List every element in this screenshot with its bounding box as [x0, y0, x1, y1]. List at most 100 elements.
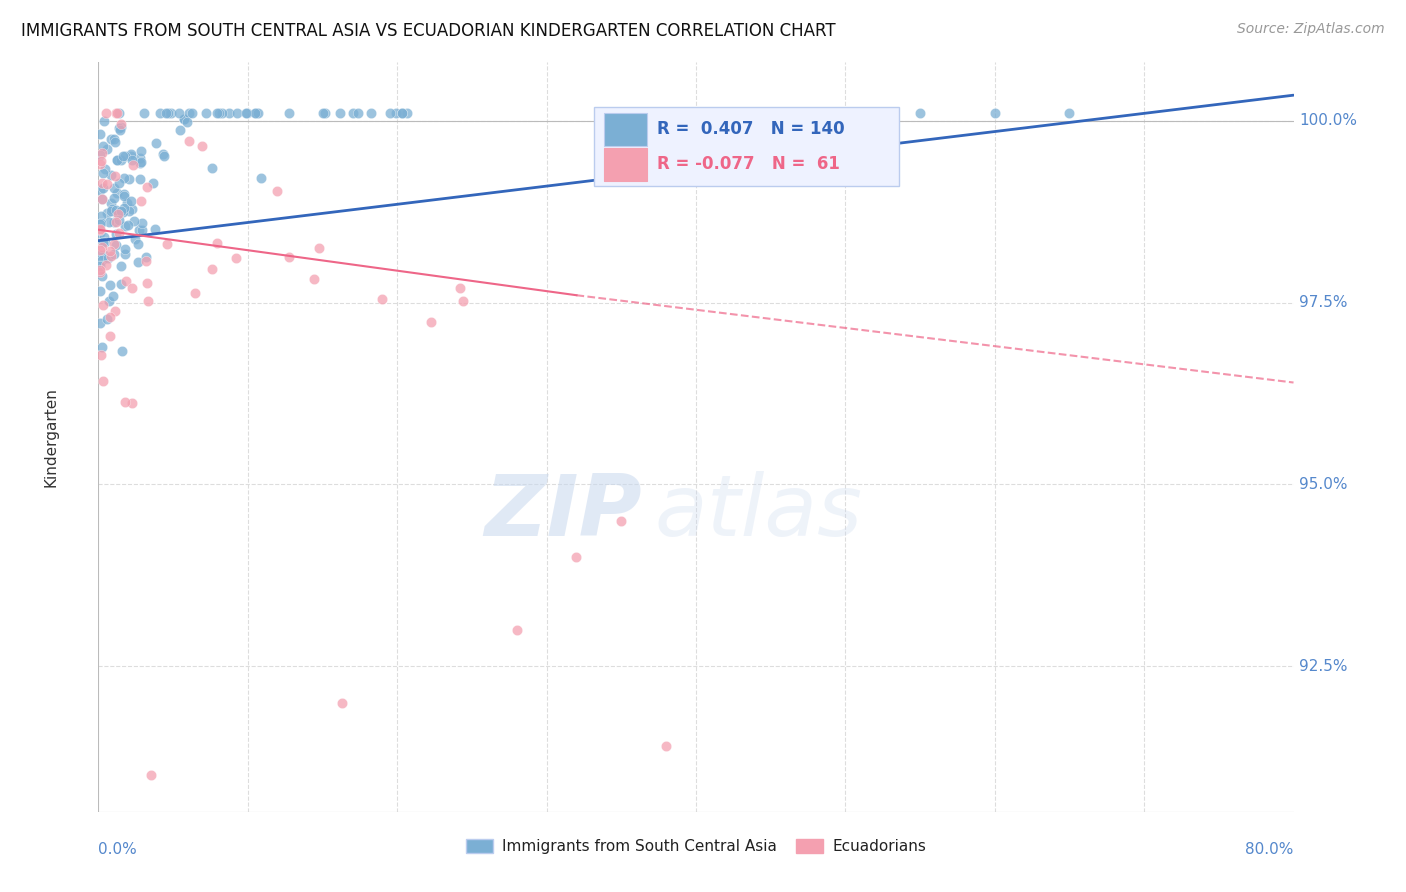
- Point: [245, 106, 267, 120]
- Point: [205, 236, 228, 251]
- Point: [225, 252, 247, 266]
- Point: [385, 106, 408, 120]
- Point: [129, 144, 152, 158]
- Point: [153, 149, 176, 163]
- Point: [278, 106, 301, 120]
- Point: [108, 121, 131, 136]
- Point: [90, 340, 112, 354]
- Point: [115, 196, 138, 211]
- Point: [200, 161, 222, 176]
- Point: [112, 186, 135, 201]
- Point: [98, 244, 121, 258]
- Point: [98, 328, 121, 343]
- Point: [195, 106, 218, 120]
- Point: [139, 768, 162, 782]
- Point: [346, 106, 368, 120]
- Point: [129, 155, 152, 169]
- Point: [135, 276, 157, 290]
- Point: [89, 265, 111, 279]
- Point: [93, 298, 115, 312]
- Point: [89, 217, 111, 231]
- Point: [160, 106, 183, 120]
- Point: [312, 106, 335, 120]
- Point: [91, 235, 114, 250]
- Point: [96, 177, 118, 191]
- Point: [96, 206, 118, 220]
- Point: [98, 310, 121, 324]
- Point: [135, 250, 157, 264]
- Point: [98, 277, 121, 292]
- Point: [111, 344, 134, 359]
- Point: [169, 106, 191, 120]
- Text: IMMIGRANTS FROM SOUTH CENTRAL ASIA VS ECUADORIAN KINDERGARTEN CORRELATION CHART: IMMIGRANTS FROM SOUTH CENTRAL ASIA VS EC…: [21, 22, 835, 40]
- Point: [121, 153, 143, 167]
- Point: [110, 153, 132, 167]
- Point: [93, 114, 115, 128]
- Point: [149, 106, 172, 120]
- Point: [419, 314, 441, 328]
- Text: ZIP: ZIP: [485, 470, 643, 554]
- Point: [391, 106, 413, 120]
- Point: [121, 158, 143, 172]
- Point: [105, 153, 128, 168]
- Point: [117, 218, 139, 232]
- Point: [117, 203, 139, 218]
- Point: [157, 106, 180, 120]
- Point: [112, 201, 135, 215]
- Point: [103, 135, 125, 149]
- Point: [136, 293, 159, 308]
- Point: [124, 232, 146, 246]
- Point: [105, 153, 128, 167]
- Point: [834, 106, 856, 120]
- Point: [685, 106, 707, 120]
- Point: [89, 127, 111, 141]
- Point: [135, 254, 157, 268]
- Point: [98, 215, 121, 229]
- Point: [565, 550, 588, 565]
- Point: [142, 176, 165, 190]
- Point: [100, 249, 122, 263]
- FancyBboxPatch shape: [595, 107, 900, 186]
- Point: [89, 157, 111, 171]
- Text: Kindergarten: Kindergarten: [44, 387, 58, 487]
- Point: [89, 243, 111, 257]
- Point: [93, 230, 115, 244]
- Point: [90, 240, 112, 254]
- Point: [110, 123, 132, 137]
- Text: R = -0.077   N =  61: R = -0.077 N = 61: [657, 155, 839, 173]
- Point: [103, 247, 125, 261]
- Point: [96, 141, 118, 155]
- Point: [89, 148, 111, 162]
- Point: [112, 189, 135, 203]
- Point: [118, 172, 141, 186]
- Point: [110, 259, 132, 273]
- Point: [104, 237, 127, 252]
- Point: [205, 106, 228, 120]
- Point: [100, 204, 122, 219]
- Legend: Immigrants from South Central Asia, Ecuadorians: Immigrants from South Central Asia, Ecua…: [460, 832, 932, 860]
- Text: Source: ZipAtlas.com: Source: ZipAtlas.com: [1237, 22, 1385, 37]
- Point: [235, 106, 257, 120]
- Point: [143, 221, 166, 235]
- Point: [218, 106, 240, 120]
- Point: [449, 281, 471, 295]
- Point: [127, 255, 149, 269]
- Point: [127, 237, 149, 252]
- Point: [94, 162, 117, 177]
- Point: [108, 106, 131, 120]
- Point: [105, 106, 128, 120]
- Point: [101, 289, 124, 303]
- Point: [124, 214, 146, 228]
- Point: [89, 316, 111, 330]
- Point: [120, 149, 142, 163]
- Point: [342, 106, 364, 120]
- Point: [91, 374, 114, 388]
- Point: [94, 258, 117, 272]
- Point: [91, 176, 114, 190]
- Point: [191, 139, 214, 153]
- Text: 100.0%: 100.0%: [1299, 113, 1358, 128]
- Point: [97, 294, 120, 309]
- Point: [155, 106, 177, 120]
- Point: [114, 242, 136, 256]
- Point: [131, 223, 153, 237]
